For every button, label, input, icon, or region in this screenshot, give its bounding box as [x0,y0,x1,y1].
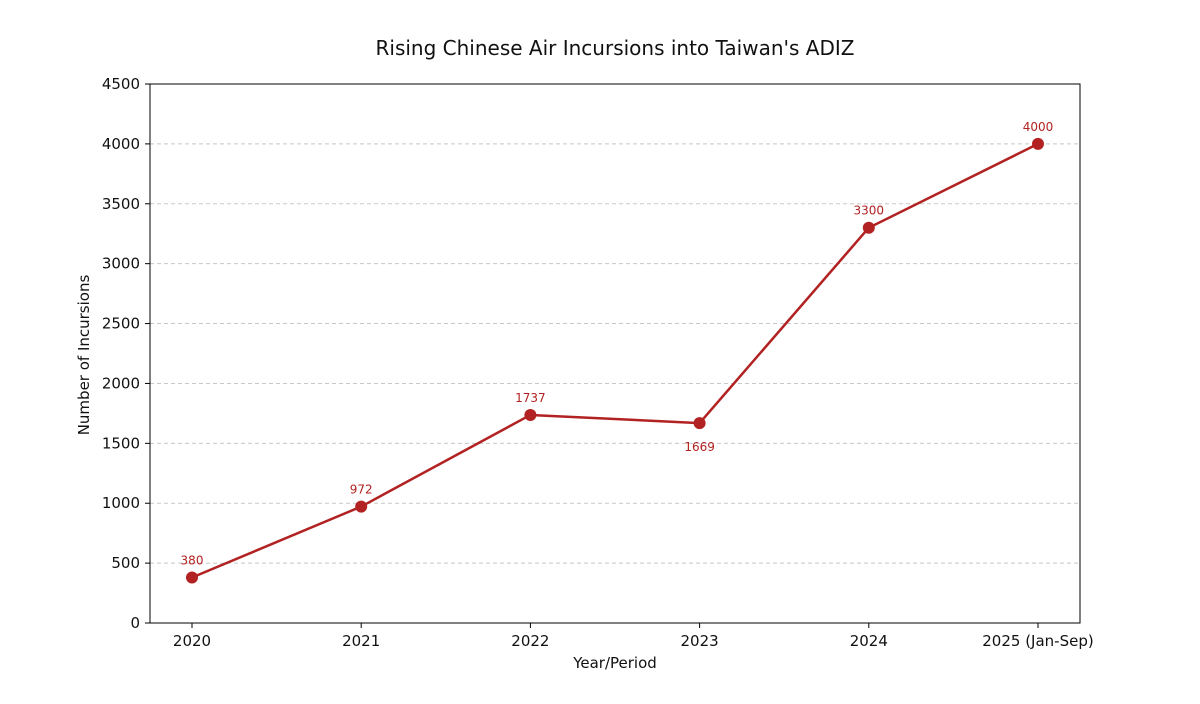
y-tick-label-4000: 4000 [102,135,140,153]
data-point-2025-jan-sep [1032,137,1044,150]
y-axis-ticks: 0 500 1000 1500 2000 2500 3000 3500 4000 4500 [102,75,150,632]
x-axis-ticks: 2020 2021 2022 2023 2024 2025 (Jan-Sep) [173,623,1094,650]
series-layer [186,137,1044,584]
data-label-1: 972 [350,483,373,497]
data-point-2022 [524,408,537,421]
y-tick-label-2500: 2500 [102,315,140,333]
y-tick-label-2000: 2000 [102,374,140,392]
plot-frame [149,83,1081,624]
data-point-2023 [693,417,706,430]
y-tick-label-3000: 3000 [102,255,140,273]
x-tick-label-5: 2025 (Jan-Sep) [982,632,1093,650]
chart-title: Rising Chinese Air Incursions into Taiwa… [375,36,854,60]
data-point-2021 [355,500,368,513]
y-axis-label: Number of Incursions [75,275,93,436]
y-tick-label-1000: 1000 [102,494,140,512]
data-label-5: 4000 [1023,120,1054,134]
x-tick-label-4: 2024 [850,632,888,650]
x-tick-label-1: 2021 [342,632,380,650]
y-tick-label-3500: 3500 [102,195,140,213]
y-tick-label-1500: 1500 [102,434,140,452]
x-axis-label: Year/Period [572,654,657,672]
data-labels: 380 972 1737 1669 3300 4000 [181,120,1054,568]
y-tick-label-4500: 4500 [102,75,140,93]
data-point-2024 [862,221,875,234]
plot-area-border [149,83,1081,624]
data-label-3: 1669 [684,440,715,454]
y-tick-label-0: 0 [130,614,140,632]
gridlines [150,143,1080,564]
x-tick-label-2: 2022 [511,632,549,650]
series-line-0 [191,142,1039,579]
data-label-4: 3300 [854,204,885,218]
y-tick-label-500: 500 [111,554,140,572]
data-point-2020 [186,571,198,584]
x-tick-label-3: 2023 [681,632,719,650]
data-label-0: 380 [181,553,204,567]
x-tick-label-0: 2020 [173,632,211,650]
data-label-2: 1737 [515,391,546,405]
